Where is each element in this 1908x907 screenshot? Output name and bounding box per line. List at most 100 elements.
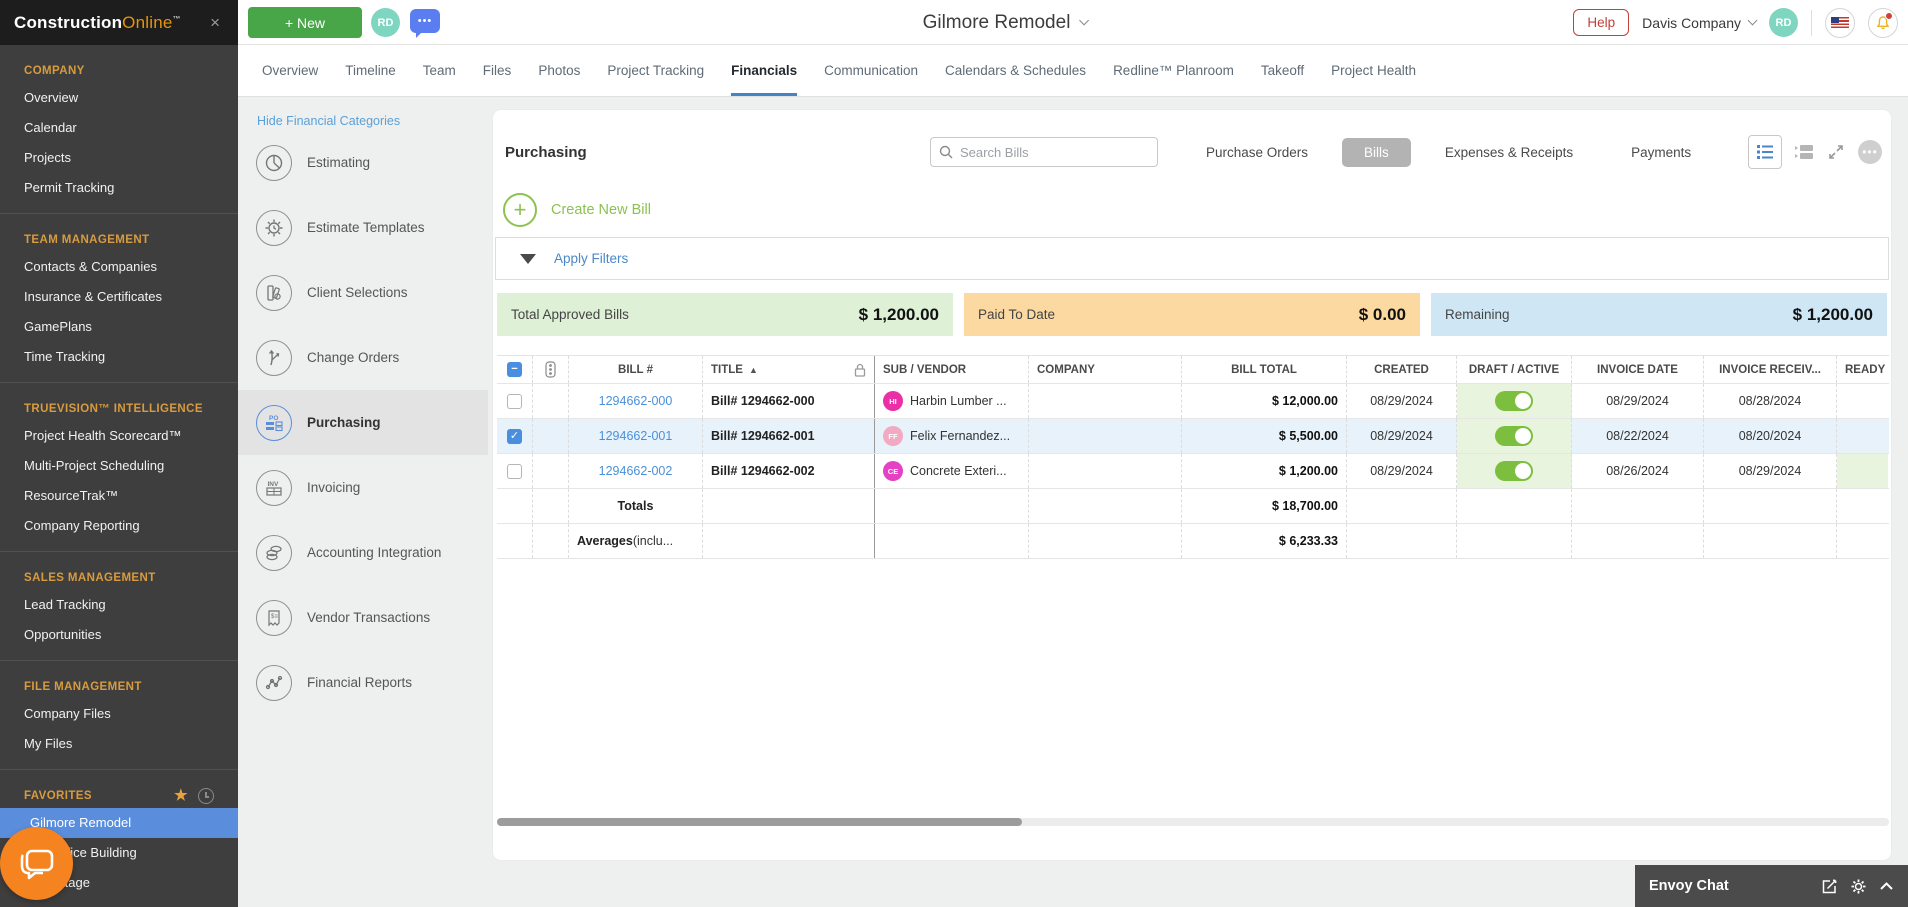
language-flag-icon[interactable] — [1825, 7, 1855, 38]
tab-project-tracking[interactable]: Project Tracking — [607, 63, 705, 78]
column-header-invoice-date[interactable]: INVOICE DATE — [1572, 356, 1704, 383]
sort-ascending-icon: ▲ — [748, 364, 758, 375]
table-row[interactable]: ✓ 1294662-001 Bill# 1294662-001 FF Felix … — [497, 419, 1889, 454]
column-header-invoice-received[interactable]: INVOICE RECEIV... — [1704, 356, 1837, 383]
tab-team[interactable]: Team — [422, 63, 456, 78]
tab-purchase-orders[interactable]: Purchase Orders — [1206, 145, 1309, 160]
table-row[interactable]: 1294662-002 Bill# 1294662-002 CE Concrete… — [497, 454, 1889, 489]
tab-takeoff[interactable]: Takeoff — [1260, 63, 1305, 78]
bill-number-link[interactable]: 1294662-000 — [598, 394, 673, 408]
column-header-bill-no[interactable]: BILL # — [569, 356, 703, 383]
draft-active-toggle[interactable] — [1495, 426, 1533, 446]
tab-photos[interactable]: Photos — [538, 63, 581, 78]
row-checkbox[interactable] — [507, 463, 522, 479]
tab-expenses-receipts[interactable]: Expenses & Receipts — [1444, 145, 1574, 160]
new-button[interactable]: + New — [248, 7, 362, 38]
project-title-dropdown[interactable]: Gilmore Remodel — [923, 0, 1089, 45]
help-button[interactable]: Help — [1573, 9, 1630, 36]
sidebar-close-icon[interactable]: × — [210, 12, 220, 32]
bill-number-link[interactable]: 1294662-002 — [598, 464, 673, 478]
select-all-checkbox[interactable]: − — [507, 362, 522, 377]
sidebar-item-opportunities[interactable]: Opportunities — [24, 627, 102, 642]
more-options-icon[interactable]: ••• — [1858, 140, 1882, 164]
tab-communication[interactable]: Communication — [824, 63, 918, 78]
list-view-icon[interactable] — [1748, 135, 1782, 169]
sidebar-item-projects[interactable]: Projects — [24, 150, 71, 165]
sidebar-item-overview[interactable]: Overview — [24, 90, 79, 105]
sidebar-item-lead-tracking[interactable]: Lead Tracking — [24, 597, 106, 612]
tab-payments[interactable]: Payments — [1631, 145, 1692, 160]
sidebar-item-time-tracking[interactable]: Time Tracking — [24, 349, 106, 364]
gear-icon[interactable] — [1850, 878, 1867, 895]
sidebar-item-calendar[interactable]: Calendar — [24, 120, 77, 135]
live-chat-bubble[interactable] — [0, 827, 73, 900]
tab-overview[interactable]: Overview — [262, 63, 319, 78]
sidebar-item-my-files[interactable]: My Files — [24, 736, 73, 751]
table-row[interactable]: 1294662-000 Bill# 1294662-000 HI Harbin L… — [497, 384, 1889, 419]
company-dropdown[interactable]: Davis Company — [1642, 15, 1758, 31]
category-vendor-transactions[interactable]: $≡ Vendor Transactions — [238, 585, 488, 650]
envoy-chat-bar[interactable]: Envoy Chat — [1635, 865, 1908, 907]
category-invoicing[interactable]: INV Invoicing — [238, 455, 488, 520]
apply-filters-bar[interactable]: Apply Filters — [495, 237, 1889, 280]
column-header-bill-total[interactable]: BILL TOTAL — [1182, 356, 1347, 383]
user-avatar[interactable]: RD — [1769, 8, 1798, 37]
tab-timeline[interactable]: Timeline — [345, 63, 396, 78]
create-new-bill-button[interactable]: + Create New Bill — [503, 193, 651, 227]
category-accounting-integration[interactable]: Accounting Integration — [238, 520, 488, 585]
hide-financial-categories-link[interactable]: Hide Financial Categories — [257, 114, 401, 128]
column-header-created[interactable]: CREATED — [1347, 356, 1457, 383]
sidebar-item-contacts-companies[interactable]: Contacts & Companies — [24, 259, 157, 274]
category-purchasing[interactable]: PO Purchasing — [238, 390, 488, 455]
category-financial-reports[interactable]: Financial Reports — [238, 650, 488, 715]
user-avatar[interactable]: RD — [371, 8, 400, 37]
tab-bills[interactable]: Bills — [1342, 138, 1411, 167]
bill-number-link[interactable]: 1294662-001 — [598, 429, 673, 443]
row-checkbox[interactable]: ✓ — [507, 428, 522, 444]
draft-active-toggle[interactable] — [1495, 391, 1533, 411]
tab-project-health[interactable]: Project Health — [1331, 63, 1416, 78]
column-header-ready[interactable]: READY I — [1845, 363, 1888, 376]
star-icon[interactable]: ★ — [174, 787, 188, 804]
row-checkbox[interactable] — [507, 393, 522, 409]
category-estimate-templates[interactable]: Estimate Templates — [238, 195, 488, 260]
category-client-selections[interactable]: Client Selections — [238, 260, 488, 325]
chevron-down-icon — [1747, 15, 1758, 26]
chevron-up-icon[interactable] — [1879, 881, 1894, 891]
tab-financials[interactable]: Financials — [731, 45, 798, 96]
divider — [1811, 9, 1812, 36]
compose-icon[interactable] — [1821, 878, 1838, 895]
sidebar-item-company-files[interactable]: Company Files — [24, 706, 111, 721]
summary-value: $ 1,200.00 — [1792, 304, 1873, 324]
favorite-item-cutoff[interactable]: WEW Remodel — [0, 898, 238, 907]
tab-redline-planroom[interactable]: Redline™ Planroom — [1113, 63, 1234, 78]
category-change-orders[interactable]: Change Orders — [238, 325, 488, 390]
sidebar-item-project-health-scorecard[interactable]: Project Health Scorecard™ — [24, 428, 182, 443]
sidebar-item-multi-project-scheduling[interactable]: Multi-Project Scheduling — [24, 458, 165, 473]
sidebar-item-resourcetrak[interactable]: ResourceTrak™ — [24, 488, 119, 503]
notifications-bell-icon[interactable] — [1868, 7, 1898, 38]
scrollbar-thumb[interactable] — [497, 818, 1022, 826]
fullscreen-icon[interactable] — [1826, 142, 1846, 162]
vendor-avatar: HI — [883, 391, 903, 411]
svg-text:$≡: $≡ — [271, 614, 278, 620]
section-header-favorites: FAVORITES ★ — [0, 784, 238, 808]
clock-icon[interactable] — [198, 788, 214, 804]
tab-calendars-schedules[interactable]: Calendars & Schedules — [944, 63, 1087, 78]
messages-icon[interactable]: ••• — [410, 9, 440, 38]
column-header-title[interactable]: TITLE ▲ — [703, 356, 875, 383]
draft-active-toggle[interactable] — [1495, 461, 1533, 481]
grouped-view-icon[interactable] — [1794, 143, 1814, 161]
sidebar-item-company-reporting[interactable]: Company Reporting — [24, 518, 140, 533]
averages-label: Averages — [577, 534, 633, 548]
sidebar-item-insurance-certificates[interactable]: Insurance & Certificates — [24, 289, 163, 304]
sidebar-item-gameplans[interactable]: GamePlans — [24, 319, 92, 334]
column-header-company[interactable]: COMPANY — [1029, 356, 1182, 383]
column-header-draft-active[interactable]: DRAFT / ACTIVE — [1457, 356, 1572, 383]
sidebar-item-permit-tracking[interactable]: Permit Tracking — [24, 180, 115, 195]
search-input[interactable] — [960, 144, 1149, 160]
tab-files[interactable]: Files — [482, 63, 512, 78]
category-estimating[interactable]: Estimating — [238, 130, 488, 195]
horizontal-scrollbar[interactable] — [497, 818, 1889, 826]
column-header-sub-vendor[interactable]: SUB / VENDOR — [874, 356, 1029, 383]
